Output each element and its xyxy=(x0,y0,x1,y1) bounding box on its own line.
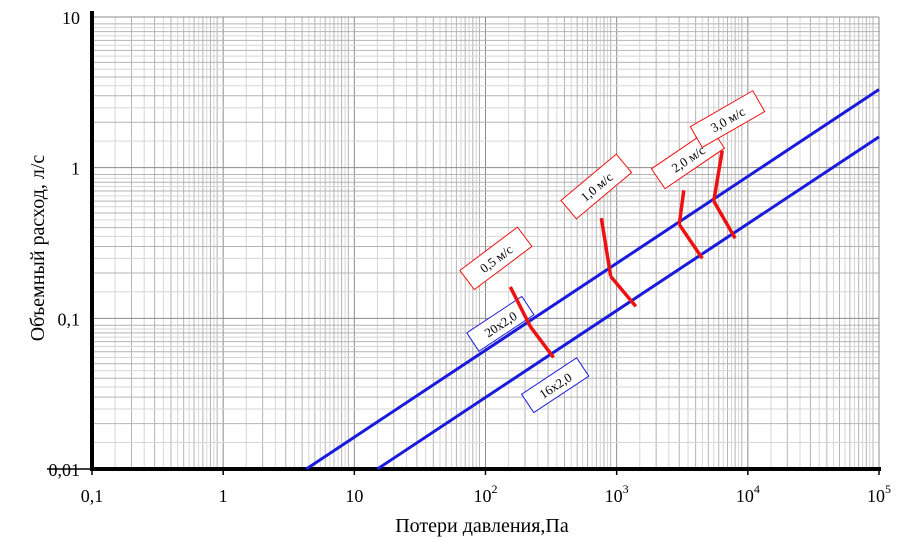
velocity-leader xyxy=(712,150,724,202)
x-axis-title: Потери давления,Па xyxy=(395,515,569,537)
x-tick-labels: 0,1 1 10 102 103 104 105 xyxy=(81,469,891,506)
velocity-marker xyxy=(529,325,555,359)
y-tick-label: 10 xyxy=(62,8,80,28)
x-tick-label: 102 xyxy=(474,482,498,506)
velocity-label-box: 3,0 м/с xyxy=(689,90,766,149)
x-tick-label: 105 xyxy=(867,482,891,506)
series-line xyxy=(376,135,880,471)
velocity-label-frame xyxy=(459,226,533,291)
y-tick-label: 0,01 xyxy=(49,460,81,480)
series-label-frame xyxy=(520,357,590,414)
y-tick-label: 0,1 xyxy=(58,309,81,329)
velocity-markers: 0,5 м/с1,0 м/с2,0 м/с3,0 м/с xyxy=(459,90,766,359)
y-tick-labels: 0,01 0,1 1 10 xyxy=(49,8,81,480)
velocity-marker xyxy=(712,200,737,240)
x-tick-label: 10 xyxy=(345,486,363,506)
grid xyxy=(91,16,880,470)
y-axis-title: Объемный расход, л/с xyxy=(27,155,49,342)
velocity-leader xyxy=(599,217,613,277)
x-tick-label: 104 xyxy=(736,482,760,506)
velocity-marker xyxy=(609,275,638,308)
velocity-marker xyxy=(677,223,704,260)
velocity-leader xyxy=(508,286,532,328)
velocity-label-frame xyxy=(560,153,633,220)
velocity-label-frame xyxy=(689,90,766,149)
x-tick-label: 103 xyxy=(605,482,629,506)
x-tick-label: 1 xyxy=(219,486,228,506)
series-label-frame xyxy=(466,295,535,352)
series-label-box: 16x2,0 xyxy=(520,357,590,414)
axes xyxy=(47,11,881,471)
series-line xyxy=(305,88,880,471)
y-tick-label: 1 xyxy=(71,159,80,179)
velocity-leader xyxy=(677,190,686,225)
x-tick-label: 0,1 xyxy=(81,486,104,506)
